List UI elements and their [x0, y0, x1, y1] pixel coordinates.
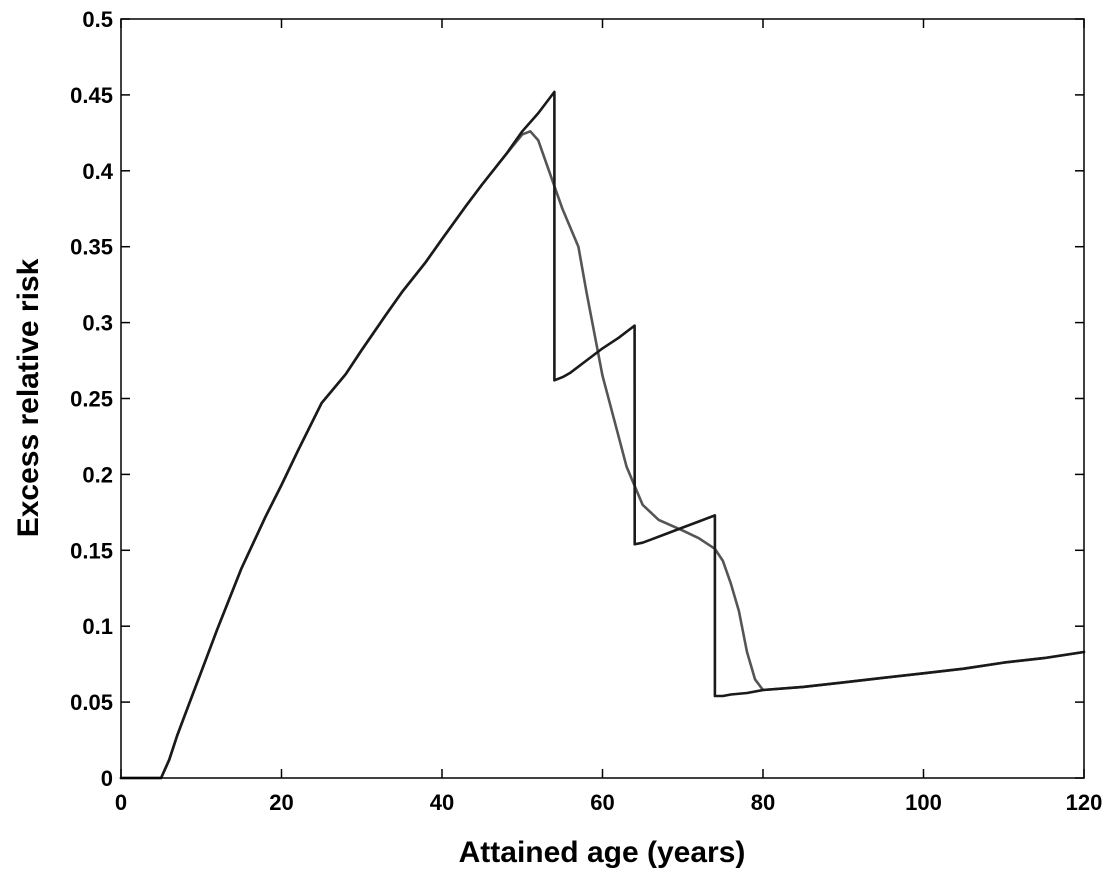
ticks: 0 20 40 60 80 100 120 0 0.05 0.1 0.15 0.2 0.25 0.3 0.3… — [70, 7, 1102, 815]
x-axis-title: Attained age (years) — [459, 836, 746, 869]
y-tick-label: 0.4 — [82, 159, 113, 184]
x-tick-label: 80 — [751, 790, 775, 815]
y-tick-label: 0.45 — [70, 83, 113, 108]
y-axis-title: Excess relative risk — [12, 258, 45, 537]
plot-lines — [119, 90, 1086, 780]
y-tick-label: 0.35 — [70, 235, 113, 260]
plot-frame — [120, 18, 1085, 779]
x-tick-label: 120 — [1066, 790, 1103, 815]
x-tick-label: 0 — [115, 790, 127, 815]
x-tick-label: 60 — [590, 790, 614, 815]
y-tick-label: 0.15 — [70, 538, 113, 563]
y-tick-label: 0.1 — [82, 614, 113, 639]
y-tick-label: 0.3 — [82, 311, 113, 336]
y-tick-label: 0.2 — [82, 462, 113, 487]
series-line-1 — [119, 90, 1086, 780]
y-tick-label: 0.5 — [82, 7, 113, 32]
x-tick-label: 40 — [430, 790, 454, 815]
y-tick-label: 0 — [101, 766, 113, 791]
y-tick-label: 0.05 — [70, 690, 113, 715]
y-tick-label: 0.25 — [70, 387, 113, 412]
x-tick-label: 100 — [905, 790, 942, 815]
series-line-2 — [119, 130, 1086, 780]
x-tick-label: 20 — [269, 790, 293, 815]
